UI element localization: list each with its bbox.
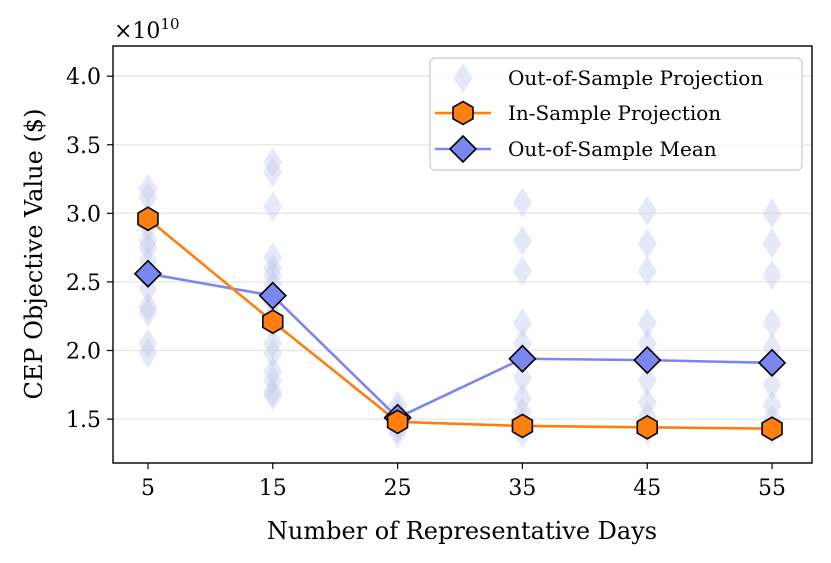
legend-mean-marker: [448, 134, 478, 164]
scatter-point: [263, 365, 283, 396]
scatter-point: [138, 181, 158, 212]
scatter-point: [263, 356, 283, 387]
scatter-point: [138, 338, 158, 369]
scatter-point: [138, 291, 158, 322]
scatter-point: [637, 308, 657, 339]
x-tick-label: 55: [758, 476, 786, 501]
scatter-point: [138, 173, 158, 204]
scatter-point: [138, 232, 158, 263]
scatter-point: [637, 195, 657, 226]
scatter-point: [512, 187, 532, 218]
in-sample-point: [137, 206, 159, 232]
mean-point: [508, 344, 537, 373]
mean-point: [133, 259, 163, 288]
mean-point: [757, 348, 787, 377]
scatter-point: [263, 380, 283, 411]
scatter-point: [263, 242, 283, 273]
x-tick-label: 35: [508, 476, 536, 501]
scatter-point: [263, 260, 283, 291]
in-sample-series-line: [147, 217, 773, 431]
legend-in-sample-marker: [452, 100, 474, 126]
mean-series-line: [147, 272, 773, 420]
mean-point: [633, 345, 662, 375]
y-axis-label: CEP Objective Value ($): [20, 109, 48, 400]
series-markers: [133, 206, 787, 442]
legend-label: Out-of-Sample Mean: [508, 137, 717, 161]
legend-label: Out-of-Sample Projection: [508, 66, 763, 90]
scatter-point: [512, 308, 532, 339]
x-tick-label: 5: [141, 476, 155, 501]
scatter-point: [637, 387, 657, 418]
y-scale-multiplier: ×1010: [114, 15, 180, 44]
in-sample-point: [386, 409, 409, 435]
scatter-point: [637, 228, 657, 259]
mean-point: [258, 281, 287, 310]
in-sample-point: [262, 309, 284, 335]
in-sample-point: [636, 414, 659, 440]
y-tick-label: 1.5: [66, 408, 101, 433]
plot-frame: [112, 45, 813, 464]
legend-scatter-marker: [453, 63, 473, 93]
scatter-point: [263, 157, 283, 188]
legend-label: In-Sample Projection: [508, 101, 721, 125]
y-tick-label: 3.5: [66, 134, 101, 159]
scatter-point: [512, 362, 532, 393]
scatter-point: [762, 260, 782, 291]
series-lines: [147, 217, 773, 431]
x-tick-label: 25: [384, 476, 412, 501]
scatter-point: [512, 225, 532, 256]
scatter-point: [263, 147, 283, 178]
scatter-point: [138, 328, 158, 359]
scatter-point: [263, 376, 283, 407]
legend-box: [429, 57, 803, 171]
y-tick-label: 4.0: [66, 65, 101, 90]
scatter-point: [762, 390, 782, 421]
scatter-point: [263, 253, 283, 284]
scatter-point: [762, 369, 782, 400]
scatter-point: [512, 383, 532, 414]
y-tick-label: 2.0: [66, 340, 101, 365]
y-tick-label: 3.0: [66, 202, 101, 227]
in-sample-point: [761, 416, 783, 442]
scatter-point: [138, 297, 158, 328]
scatter-point: [138, 225, 158, 256]
x-tick-label: 45: [633, 476, 661, 501]
scatter-point: [637, 365, 657, 396]
scatter-point: [762, 198, 782, 229]
in-sample-point: [511, 413, 534, 439]
x-axis-label: Number of Representative Days: [267, 517, 657, 545]
y-tick-label: 2.5: [66, 271, 101, 296]
scatter-point: [263, 338, 283, 369]
scatter-point: [637, 255, 657, 286]
scatter-point: [263, 328, 283, 359]
scatter-point: [762, 228, 782, 259]
legend: Out-of-Sample Projection In-Sample Projec…: [429, 57, 803, 171]
scatter-point: [263, 191, 283, 222]
scatter-point: [512, 255, 532, 286]
out-of-sample-scatter: [138, 147, 782, 448]
axes: 1.5 2.0 2.5 3.0 3.5 4.0 5 15 25 35 45 55: [66, 65, 786, 501]
scatter-point: [762, 308, 782, 339]
x-tick-label: 15: [259, 476, 287, 501]
